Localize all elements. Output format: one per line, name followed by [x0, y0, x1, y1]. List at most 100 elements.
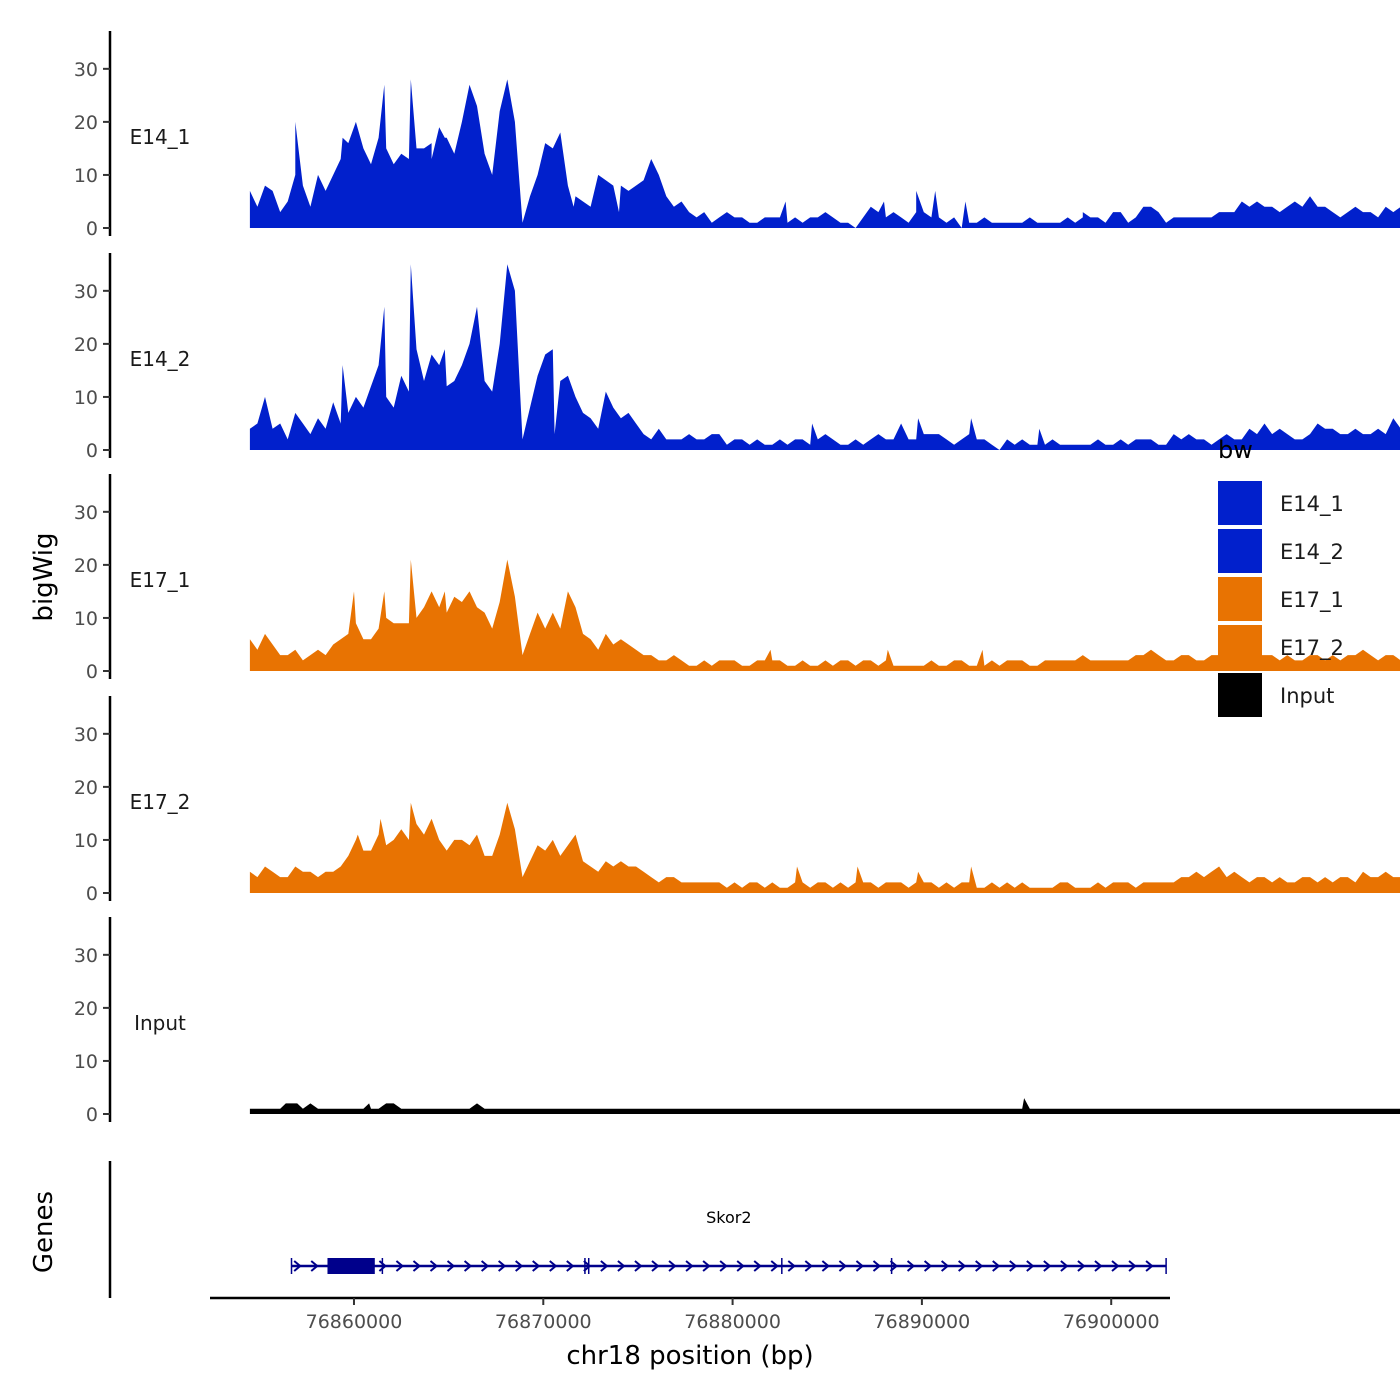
track-label: Input	[134, 1011, 186, 1035]
strand-arrow	[1043, 1260, 1052, 1272]
strand-arrow	[310, 1260, 319, 1272]
y-tick-label: 20	[74, 334, 98, 356]
strand-arrow	[1009, 1260, 1018, 1272]
strand-arrow	[855, 1260, 864, 1272]
gene-panel: Skor2	[108, 1161, 1167, 1298]
strand-arrow	[429, 1260, 439, 1272]
legend-label-Input: Input	[1280, 684, 1334, 708]
track-label: E17_2	[130, 790, 191, 814]
y-tick-label: 30	[74, 945, 98, 967]
coverage-area-E14_1	[249, 79, 1400, 228]
strand-arrow	[395, 1260, 404, 1272]
y-tick-label: 20	[74, 112, 98, 134]
strand-arrow	[651, 1260, 660, 1272]
strand-arrow	[940, 1260, 950, 1272]
y-tick-label: 0	[86, 661, 98, 683]
y-tick-label: 0	[86, 218, 98, 240]
legend-swatch-E14_1	[1218, 481, 1262, 525]
strand-arrow	[992, 1260, 1001, 1272]
y-tick-label: 30	[74, 59, 98, 81]
strand-arrow	[668, 1260, 677, 1272]
strand-arrow	[583, 1260, 592, 1272]
strand-arrow	[1060, 1260, 1069, 1272]
strand-arrow	[787, 1260, 796, 1272]
coverage-tracks: 0 10 20 30 E14_1 0 10 20 30 E14_2 0 10 20 30 E17_1 0 10 2…	[74, 31, 1400, 1126]
legend-label-E14_1: E14_1	[1280, 492, 1344, 517]
strand-arrow	[736, 1260, 745, 1272]
strand-arrow	[702, 1260, 711, 1272]
track-Input: 0 10 20 30 Input	[74, 917, 1400, 1126]
strand-arrow	[463, 1260, 473, 1272]
y-axis-title: bigWig	[29, 532, 59, 621]
strand-arrow	[497, 1260, 507, 1272]
strand-arrow	[446, 1260, 456, 1272]
legend-label-E14_2: E14_2	[1280, 540, 1344, 565]
strand-arrow	[1111, 1260, 1120, 1272]
coverage-area-Input	[249, 1098, 1400, 1114]
strand-arrow	[566, 1260, 575, 1272]
x-axis: 76860000 76870000 76880000 76890000 76900000	[210, 1296, 1170, 1333]
legend-swatch-E14_2	[1218, 529, 1262, 573]
x-tick-label: 76880000	[684, 1311, 781, 1333]
y-tick-label: 10	[74, 1051, 98, 1073]
strand-arrow	[889, 1260, 899, 1272]
legend-label-E17_1: E17_1	[1280, 588, 1344, 613]
strand-arrow	[1128, 1260, 1137, 1272]
y-tick-label: 10	[74, 387, 98, 409]
strand-arrow	[515, 1260, 524, 1272]
legend-swatch-E17_1	[1218, 577, 1262, 621]
strand-arrow	[549, 1260, 558, 1272]
x-tick-label: 76890000	[874, 1311, 971, 1333]
strand-arrow	[975, 1260, 984, 1272]
x-tick-label: 76900000	[1063, 1311, 1160, 1333]
gene-name-label: Skor2	[706, 1208, 751, 1227]
y-tick-label: 10	[74, 830, 98, 852]
track-E14_2: 0 10 20 30 E14_2	[74, 253, 1400, 462]
track-label: E14_2	[130, 347, 191, 371]
x-tick-label: 76860000	[306, 1311, 403, 1333]
x-tick-label: 76870000	[495, 1311, 592, 1333]
strand-arrow	[685, 1260, 694, 1272]
strand-arrow	[378, 1260, 387, 1272]
strand-arrow	[1026, 1260, 1035, 1272]
track-E14_1: 0 10 20 30 E14_1	[74, 31, 1400, 240]
strand-arrow	[958, 1260, 967, 1272]
gene-exon	[327, 1258, 375, 1274]
strand-arrow	[1077, 1260, 1086, 1272]
legend-swatch-Input	[1218, 673, 1262, 717]
coverage-area-E17_1	[249, 559, 1400, 671]
y-tick-label: 10	[74, 608, 98, 630]
strand-arrow	[412, 1260, 422, 1272]
track-E17_1: 0 10 20 30 E17_1	[74, 474, 1400, 683]
y-tick-label: 0	[86, 1104, 98, 1126]
strand-arrow	[838, 1260, 847, 1272]
y-tick-label: 0	[86, 883, 98, 905]
coverage-area-E14_2	[249, 264, 1400, 450]
strand-arrow	[753, 1260, 762, 1272]
strand-arrow	[1145, 1260, 1154, 1272]
y-tick-label: 30	[74, 281, 98, 303]
strand-arrow	[617, 1260, 626, 1272]
y-tick-label: 10	[74, 165, 98, 187]
legend-swatch-E17_2	[1218, 625, 1262, 669]
y-tick-label: 20	[74, 998, 98, 1020]
genes-axis-title: Genes	[29, 1191, 59, 1273]
y-tick-label: 20	[74, 555, 98, 577]
track-E17_2: 0 10 20 30 E17_2	[74, 696, 1400, 905]
track-label: E14_1	[130, 125, 191, 149]
y-tick-label: 0	[86, 440, 98, 462]
legend: bw E14_1 E14_2 E17_1 E17_2 Input	[1218, 436, 1344, 717]
track-label: E17_1	[130, 568, 191, 592]
strand-arrow	[600, 1260, 609, 1272]
strand-arrow	[906, 1260, 916, 1272]
strand-arrow	[480, 1260, 490, 1272]
y-tick-label: 30	[74, 502, 98, 524]
strand-arrow	[634, 1260, 643, 1272]
strand-arrow	[719, 1260, 728, 1272]
strand-arrow	[804, 1260, 813, 1272]
legend-title: bw	[1218, 436, 1253, 464]
strand-arrow	[821, 1260, 830, 1272]
y-tick-label: 20	[74, 777, 98, 799]
x-axis-title: chr18 position (bp)	[566, 1341, 813, 1371]
strand-arrow	[293, 1260, 302, 1272]
